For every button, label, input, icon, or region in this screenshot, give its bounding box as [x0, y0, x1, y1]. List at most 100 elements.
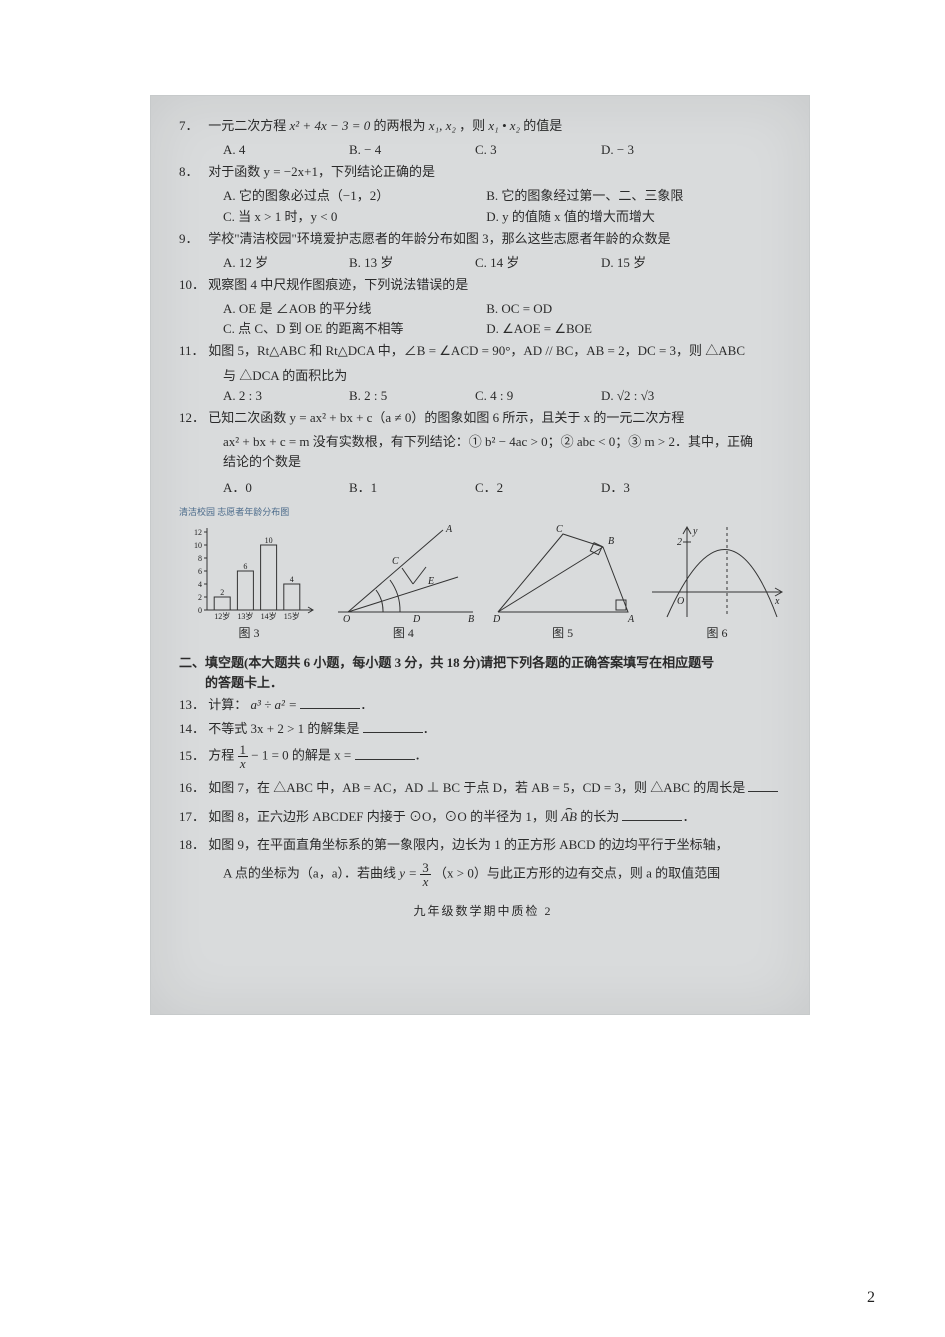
q9-C: C. 14 岁 [475, 253, 575, 273]
q15-frac-n: 1 [238, 743, 249, 757]
q18-frac-n: 3 [420, 861, 431, 875]
q15-text-a: 方程 [208, 748, 237, 763]
fig3-label: 图 3 [179, 624, 319, 643]
q11-D-text: D. √2 : √3 [601, 388, 654, 403]
q9-A: A. 12 岁 [223, 253, 323, 273]
q13-text: 计算： [208, 697, 247, 712]
svg-text:13岁: 13岁 [237, 611, 253, 621]
figure-4: O A B C D E 图 4 [328, 522, 478, 643]
svg-text:2: 2 [198, 593, 202, 602]
svg-text:C: C [392, 556, 399, 567]
svg-text:A: A [627, 614, 635, 622]
q7-text-b: 的两根为 [374, 118, 429, 133]
page: 7． 一元二次方程 x² + 4x − 3 = 0 的两根为 x₁, x₂ ，则… [0, 0, 945, 1337]
svg-text:10: 10 [265, 536, 273, 545]
q8-options: A. 它的图象必过点（−1，2） B. 它的图象经过第一、二、三象限 C. 当 … [223, 186, 787, 226]
svg-text:D: D [492, 614, 501, 622]
q14-text: 不等式 3x + 2 > 1 的解集是 [208, 721, 359, 736]
figures-row: 清洁校园 志愿者年龄分布图 024681012212岁613岁1014岁415岁… [179, 506, 787, 643]
q9-text: 学校"清洁校园"环境爱护志愿者的年龄分布如图 3，那么这些志愿者年龄的众数是 [208, 231, 670, 246]
svg-text:B: B [608, 536, 614, 547]
q8-A: A. 它的图象必过点（−1，2） [223, 186, 483, 206]
svg-text:10: 10 [194, 541, 202, 550]
q15-text-b: − 1 = 0 的解是 x = [251, 748, 351, 763]
page-number-corner: 2 [867, 1289, 875, 1307]
q7-text-c: ，则 [459, 118, 488, 133]
svg-text:D: D [412, 614, 421, 622]
q17-text-b: 的长为 [580, 809, 619, 824]
q12-line2: ax² + bx + c = m 没有实数根，有下列结论：① b² − 4ac … [223, 432, 787, 452]
question-8: 8． 对于函数 y = −2x+1，下列结论正确的是 [179, 162, 787, 182]
svg-text:4: 4 [198, 580, 202, 589]
question-11: 11． 如图 5，Rt△ABC 和 Rt△DCA 中，∠B = ∠ACD = 9… [179, 341, 787, 361]
scanned-document: 7． 一元二次方程 x² + 4x − 3 = 0 的两根为 x₁, x₂ ，则… [150, 95, 810, 1015]
question-16: 16． 如图 7，在 △ABC 中，AB = AC，AD ⊥ BC 于点 D，若… [179, 778, 787, 798]
q16-num: 16． [179, 778, 205, 798]
svg-text:12岁: 12岁 [214, 611, 230, 621]
q15-num: 15． [179, 746, 205, 766]
q12-B: B．1 [349, 478, 449, 498]
q18-line2-a: A 点的坐标为（a，a）．若曲线 [223, 865, 399, 880]
q7-options: A. 4 B. − 4 C. 3 D. − 3 [223, 140, 787, 160]
q11-B: B. 2 : 5 [349, 386, 449, 406]
q12-D: D．3 [601, 478, 701, 498]
q10-options: A. OE 是 ∠AOB 的平分线 B. OC = OD C. 点 C、D 到 … [223, 299, 787, 339]
question-14: 14． 不等式 3x + 2 > 1 的解集是 ． [179, 719, 787, 739]
q9-options: A. 12 岁 B. 13 岁 C. 14 岁 D. 15 岁 [223, 253, 787, 273]
q13-num: 13． [179, 695, 205, 715]
q7-C: C. 3 [475, 140, 575, 160]
q10-A: A. OE 是 ∠AOB 的平分线 [223, 299, 483, 319]
q7-B: B. − 4 [349, 140, 449, 160]
q7-prod: x₁ • x₂ [488, 118, 520, 133]
q11-C: C. 4 : 9 [475, 386, 575, 406]
q12-C: C．2 [475, 478, 575, 498]
svg-text:x: x [774, 596, 780, 607]
q8-C: C. 当 x > 1 时，y < 0 [223, 207, 483, 227]
q7-D: D. − 3 [601, 140, 701, 160]
q18-line2-b: （x > 0）与此正方形的边有交点，则 a 的取值范围 [434, 865, 720, 880]
svg-text:A: A [445, 524, 453, 535]
question-7: 7． 一元二次方程 x² + 4x − 3 = 0 的两根为 x₁, x₂ ，则… [179, 116, 787, 136]
q12-num: 12． [179, 408, 205, 428]
q7-A: A. 4 [223, 140, 323, 160]
question-17: 17． 如图 8，正六边形 ABCDEF 内接于 ⊙O，⊙O 的半径为 1，则 … [179, 807, 787, 827]
q7-roots: x₁, x₂ [429, 118, 456, 133]
q11-A: A. 2 : 3 [223, 386, 323, 406]
section2-head-line1: 二、填空题(本大题共 6 小题，每小题 3 分，共 18 分)请把下列各题的正确… [179, 655, 714, 670]
question-13: 13． 计算： a³ ÷ a² = ． [179, 695, 787, 715]
q16-blank [748, 780, 778, 793]
svg-text:C: C [556, 524, 563, 535]
fig3-chart: 024681012212岁613岁1014岁415岁 [179, 522, 319, 622]
svg-text:4: 4 [290, 575, 294, 584]
q11-num: 11． [179, 341, 205, 361]
q8-D: D. y 的值随 x 值的增大而增大 [486, 207, 655, 227]
q9-B: B. 13 岁 [349, 253, 449, 273]
q11-cont: 与 △DCA 的面积比为 [223, 366, 787, 386]
q10-num: 10． [179, 275, 205, 295]
q8-text: 对于函数 y = −2x+1，下列结论正确的是 [208, 164, 435, 179]
q17-text-a: 如图 8，正六边形 ABCDEF 内接于 ⊙O，⊙O 的半径为 1，则 [208, 809, 561, 824]
q10-C: C. 点 C、D 到 OE 的距离不相等 [223, 319, 483, 339]
figure-6: 2 O x y 图 6 [647, 522, 787, 643]
page-footer: 九年级数学期中质检 2 [179, 902, 787, 921]
fig5-diagram: D A B C [488, 522, 638, 622]
question-10: 10． 观察图 4 中尺规作图痕迹，下列说法错误的是 [179, 275, 787, 295]
question-18: 18． 如图 9，在平面直角坐标系的第一象限内，边长为 1 的正方形 ABCD … [179, 835, 787, 855]
svg-text:O: O [343, 614, 350, 622]
q10-D: D. ∠AOE = ∠BOE [486, 319, 626, 339]
q11-text-a: 如图 5，Rt△ABC 和 Rt△DCA 中，∠B = ∠ACD = 90°，A… [208, 343, 745, 358]
q17-blank [622, 808, 682, 821]
svg-text:0: 0 [198, 606, 202, 615]
svg-text:14岁: 14岁 [261, 611, 277, 621]
fig3-title: 清洁校园 志愿者年龄分布图 [179, 506, 319, 520]
q13-expr: a³ ÷ a² = [251, 697, 297, 712]
svg-text:O: O [677, 596, 684, 607]
q7-num: 7． [179, 116, 205, 136]
q8-B: B. 它的图象经过第一、二、三象限 [486, 186, 683, 206]
q12-A: A．0 [223, 478, 323, 498]
q9-num: 9． [179, 229, 205, 249]
q14-blank [363, 721, 423, 734]
q18-num: 18． [179, 835, 205, 855]
fig6-label: 图 6 [647, 624, 787, 643]
svg-text:12: 12 [194, 528, 202, 537]
